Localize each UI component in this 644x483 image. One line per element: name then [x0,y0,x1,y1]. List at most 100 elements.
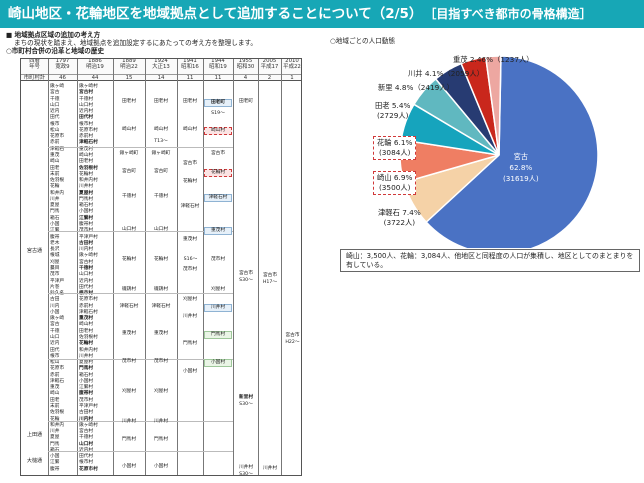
village-1886: 近内村 [79,278,94,284]
history-col-header: 1955 昭和30 4 [233,59,258,81]
village-1886: 夏屋村 [79,190,94,196]
village-1886: 田代村 [79,284,94,290]
page-title-bar: 崎山地区・花輪地区を地域拠点として追加することについて（2/5） ［目指すべき都市… [0,0,644,28]
village-1886: 古田村 [79,410,94,416]
village-1944: 小国村 [204,359,232,367]
village-1797: 花輪 [50,184,60,190]
history-col-header: 1886 明治19 44 [77,59,113,81]
village-1889: 茂市村 [121,359,137,364]
village-1797: 末前 [50,403,60,409]
history-col-divider [177,59,178,475]
village-1797: 長沢 [50,247,60,253]
header-year: 昭和16 [181,63,199,70]
village-1889: 小国村 [121,464,137,469]
village-1797: 夏屋 [50,435,60,441]
village-1889: 千徳村 [121,194,137,199]
village-1886: 田代村 [79,115,94,121]
village-1797: 片巻 [50,284,60,290]
history-col-header: 西暦 年号 市町村計 [21,59,48,81]
label-sakiyama-val: (3500人) [378,183,411,192]
village-1886: 近内村 [79,109,94,115]
village-1886: 和井内村 [79,178,98,184]
note-s19: S19〜 [211,111,225,116]
history-col-divider [233,59,234,475]
header-year: 昭和30 [236,63,255,70]
village-1886: 千徳村 [79,265,94,271]
header-year: 平成17 [260,63,279,70]
group-label-otsuchi: 大槌通 [26,458,43,464]
village-1886: 田代村 [79,454,94,460]
village-1797: 宮古 [50,322,60,328]
section-subheading: ○市町村合併の沿革と地域の歴史 [6,47,105,56]
header-era: 1941 [183,58,197,64]
village-1797: 腹帯 [50,234,60,240]
village-1797: 根城 [50,253,60,259]
label-miyako-pct: 62.8% [509,163,533,172]
label-taro-val: (2729人) [376,111,409,120]
village-1941: 茂市村 [182,267,198,272]
village-1886: 千徳村 [79,96,94,102]
village-1797: 老木 [50,240,60,246]
note-h17: H17〜 [262,280,278,285]
village-1924: 津軽石村 [151,304,171,309]
village-1797: 津軽石 [50,378,65,384]
village-1886: 平津戸村 [79,403,98,409]
village-1889: 門馬村 [121,437,137,442]
pie-slice-重茂 [484,55,502,156]
village-1924: 宮古町 [153,169,169,174]
village-1886: 重茂村 [79,146,94,152]
village-1797: 川内 [50,303,60,309]
note-s16: S16〜 [183,257,198,262]
village-1797: 花原市 [50,366,65,372]
village-1797: 赤前 [50,372,60,378]
village-1889: 花輪村 [121,257,137,262]
header-count: 4 [233,74,258,81]
village-1886: 花原市村 [79,466,98,472]
village-1797: 花原市 [50,134,65,140]
village-1886: 花輪村 [79,341,94,347]
village-1886: 根市村 [79,460,94,466]
village-1886: 田老村 [79,159,94,165]
village-1944: 川井村 [204,304,232,312]
village-1886: 夏屋村 [79,360,94,366]
village-1886: 近内村 [79,447,94,453]
village-1886: 茂市村 [79,228,94,234]
village-1797: 花輪 [50,416,60,422]
village-1797: 根市 [50,353,60,359]
village-1797: 崎山 [50,391,60,397]
village-1944: 崎山村 [204,127,232,135]
village-1924: 川井村 [153,419,169,424]
merger-history-table: 西暦 年号 市町村計 1797 寛政9 46 1886 明治19 44 1889 明治22 15 192… [20,58,302,476]
village-1797: 佐羽根 [50,410,65,416]
history-col-header: 1941 昭和16 11 [177,59,203,81]
label-tsugaruishi: 津軽石 7.4% (3722人) [378,208,421,228]
note-h22: H22〜 [285,340,300,345]
village-1886: 花輪村 [79,171,94,177]
history-row-divider [48,231,233,232]
village-1924: 山口村 [153,227,169,232]
note-s30-kawai: S30〜 [239,472,253,476]
village-1924: 門馬村 [153,437,169,442]
village-1886: 花原市村 [79,127,98,133]
village-1886: 鍬ヶ崎村 [79,253,98,259]
village-1889: 崎山村 [121,127,137,132]
village-1886: 赤前村 [79,134,94,140]
history-col-divider [258,59,259,475]
header-era: 2005 [262,58,277,64]
label-miyako-name: 宮古 [513,152,529,161]
history-col-header: 1944 昭和19 11 [203,59,233,81]
header-year: 寛政9 [55,63,70,70]
history-col-divider [113,59,114,475]
label-tsugaruishi-pct: 津軽石 7.4% [378,208,421,217]
merged-1955-miyako: 宮古市 [238,271,254,276]
header-year: 大正13 [152,63,170,70]
header-count: 市町村計 [21,74,48,81]
village-1924: 千徳村 [153,194,169,199]
merged-2005-kawai: 川井村 [262,466,278,471]
village-1886: 箱石村 [79,372,94,378]
note-s30-niisato: S30〜 [239,402,253,407]
village-1886: 箱石村 [79,203,94,209]
village-1797: 門馬 [50,209,60,215]
history-col-header: 1889 明治22 15 [113,59,145,81]
village-1944: 宮古市 [210,151,226,156]
